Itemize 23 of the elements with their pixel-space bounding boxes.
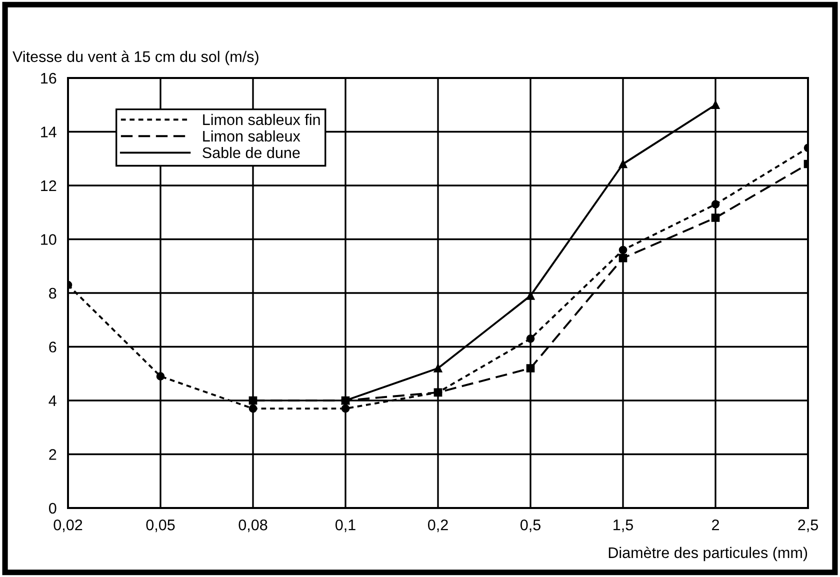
- y-tick-label: 10: [41, 234, 56, 245]
- legend-label: Sable de dune: [202, 146, 300, 158]
- x-tick-label: 0,1: [335, 520, 356, 532]
- x-tick-label: 2: [712, 520, 719, 530]
- x-tick-label: 2,5: [798, 520, 818, 532]
- y-tick-label: 8: [49, 288, 56, 299]
- x-tick-label: 0,5: [520, 520, 540, 532]
- legend-label: Limon sableux: [203, 130, 300, 142]
- y-axis-title: Vitesse du vent à 15 cm du sol (m/s): [12, 50, 258, 66]
- y-tick-label: 0: [48, 502, 56, 514]
- y-tick-label: 2: [49, 449, 56, 460]
- y-tick-label: 12: [41, 180, 56, 192]
- legend-label: Limon sableux fin: [203, 114, 320, 126]
- x-tick-label: 0,08: [238, 520, 268, 532]
- y-tick-label: 6: [49, 342, 56, 352]
- x-tick-label: 1,5: [614, 520, 633, 532]
- x-tick-label: 0,2: [428, 520, 448, 532]
- x-axis-title: Diamètre des particules (mm): [608, 546, 808, 562]
- y-tick-label: 14: [41, 126, 56, 138]
- y-tick-label: 4: [48, 396, 56, 406]
- x-tick-label: 0,02: [54, 520, 82, 532]
- x-tick-label: 0,05: [146, 520, 175, 532]
- y-tick-label: 16: [41, 72, 56, 84]
